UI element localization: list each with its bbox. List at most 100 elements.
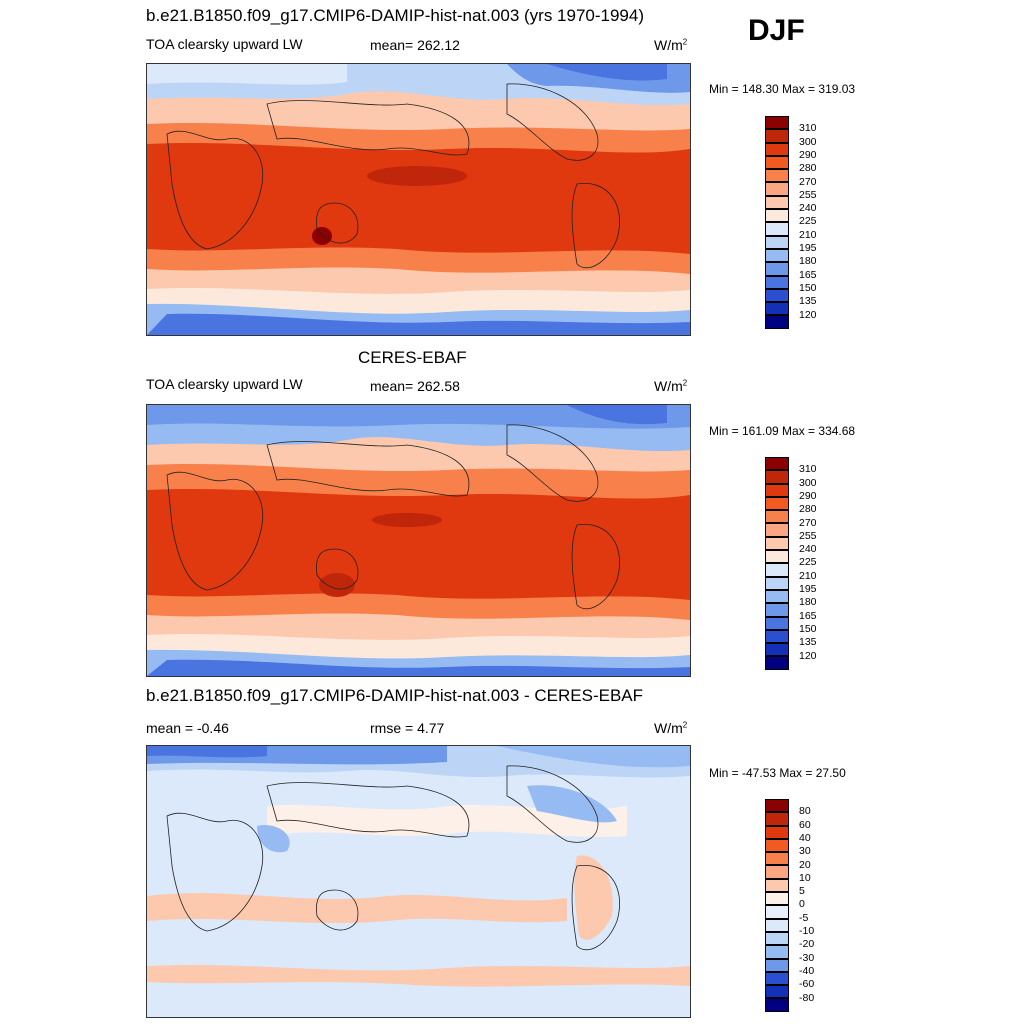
panel2-mean: mean= 262.58 xyxy=(370,378,460,394)
panel1-colorbar-swatch xyxy=(765,275,789,289)
panel3-colorbar-label: 0 xyxy=(799,898,805,911)
panel3-colorbar-label: -60 xyxy=(799,978,815,991)
panel1-colorbar-label: 195 xyxy=(799,242,817,254)
panel1-mean: mean= 262.12 xyxy=(370,37,460,53)
panel1-colorbar-swatch xyxy=(765,222,789,236)
panel3-colorbar-swatch xyxy=(765,998,789,1012)
panel2-variable: TOA clearsky upward LW xyxy=(146,376,303,392)
panel1-map xyxy=(146,63,691,336)
panel1-variable: TOA clearsky upward LW xyxy=(146,36,303,52)
panel3-colorbar-swatch xyxy=(765,852,789,866)
panel2-colorbar-label: 310 xyxy=(799,463,817,476)
colorbar-panel1: 310 300 290 280 270 255 240 225 210 195 180 165 150 1… xyxy=(765,116,817,329)
panel2-colorbar-swatch xyxy=(765,603,789,617)
panel2-colorbar-label: 255 xyxy=(799,529,817,542)
panel2-colorbar-label: 150 xyxy=(799,622,817,635)
panel2-units: W/m2 xyxy=(654,378,688,394)
panel3-colorbar-swatch xyxy=(765,985,789,999)
panel2-title: CERES-EBAF xyxy=(358,348,467,367)
panel2-colorbar-swatch xyxy=(765,496,789,511)
panel3-colorbar-swatch xyxy=(765,838,789,853)
colorbar-boxes: 310 300 290 280 270 255 240 225 210 195 180 165 150 1… xyxy=(765,457,817,670)
panel1-colorbar-label: 300 xyxy=(799,135,817,148)
panel1-colorbar-swatch xyxy=(765,235,789,249)
panel1-colorbar-swatch xyxy=(765,302,789,316)
panel1-colorbar-label: 120 xyxy=(799,308,817,321)
panel3-colorbar-swatch xyxy=(765,799,789,813)
panel2-colorbar-swatch xyxy=(765,457,789,471)
panel1-colorbar-swatch xyxy=(765,248,789,263)
panel3-colorbar-swatch xyxy=(765,958,789,972)
panel2-colorbar-label: 180 xyxy=(799,596,817,609)
panel2-colorbar-swatch xyxy=(765,656,789,670)
panel3-colorbar-swatch xyxy=(765,918,789,932)
panel1-colorbar-label: 240 xyxy=(799,202,817,215)
panel2-colorbar-label: 195 xyxy=(799,583,817,595)
panel3-title: b.e21.B1850.f09_g17.CMIP6-DAMIP-hist-nat… xyxy=(146,686,644,705)
panel2-colorbar-swatch xyxy=(765,470,789,484)
panel1-colorbar-label: 255 xyxy=(799,188,817,201)
panel3-colorbar-swatch xyxy=(765,971,789,986)
panel3-colorbar-swatch xyxy=(765,945,789,959)
panel3-colorbar-swatch xyxy=(765,892,789,906)
season-label: DJF xyxy=(748,14,805,47)
panel1-colorbar-label: 150 xyxy=(799,281,817,294)
panel1-colorbar-swatch xyxy=(765,155,789,170)
panel3-colorbar-label: -30 xyxy=(799,951,815,964)
panel1-colorbar-label: 280 xyxy=(799,162,817,175)
panel1-title: b.e21.B1850.f09_g17.CMIP6-DAMIP-hist-nat… xyxy=(146,6,644,25)
panel1-colorbar-label: 225 xyxy=(799,215,817,228)
panel2-colorbar-label: 120 xyxy=(799,649,817,662)
panel2-colorbar-swatch xyxy=(765,523,789,537)
colorbar-boxes: 80 60 40 30 20 10 5 0 -5 -10 -20 -30 -40 -60 -80 xyxy=(765,799,814,1012)
panel3-colorbar-label: 20 xyxy=(799,858,811,871)
panel2-colorbar-label: 270 xyxy=(799,516,817,529)
panel2-colorbar-label: 300 xyxy=(799,476,817,489)
panel2-colorbar-label: 210 xyxy=(799,569,817,582)
panel1-colorbar-label: 310 xyxy=(799,122,817,135)
panel2-colorbar-swatch xyxy=(765,536,789,551)
panel1-colorbar-swatch xyxy=(765,142,789,156)
panel1-colorbar-label: 135 xyxy=(799,295,817,308)
panel1-colorbar-swatch xyxy=(765,195,789,210)
panel1-colorbar-swatch xyxy=(765,116,789,130)
panel2-colorbar-swatch xyxy=(765,589,789,604)
colorbar-panel2: 310 300 290 280 270 255 240 225 210 195 180 165 150 1… xyxy=(765,457,817,670)
panel1-colorbar-label: 290 xyxy=(799,148,817,161)
panel1-minmax: Min = 148.30 Max = 319.03 xyxy=(709,82,856,96)
panel3-colorbar-label: 30 xyxy=(799,845,811,858)
panel1-colorbar-label: 180 xyxy=(799,255,817,268)
panel3-colorbar-label: -80 xyxy=(799,991,815,1004)
panel3-mean: mean = -0.46 xyxy=(146,720,229,736)
panel2-colorbar-swatch xyxy=(765,550,789,564)
panel1-colorbar-swatch xyxy=(765,209,789,223)
panel2-colorbar-swatch xyxy=(765,483,789,497)
panel3-colorbar-label: 10 xyxy=(799,871,811,884)
panel1-colorbar-swatch xyxy=(765,129,789,143)
panel2-colorbar-label: 135 xyxy=(799,636,817,649)
panel3-colorbar-swatch xyxy=(765,825,789,839)
panel3-colorbar-swatch xyxy=(765,878,789,893)
colorbar-panel3: 80 60 40 30 20 10 5 0 -5 -10 -20 -30 -40 -60 -80 xyxy=(765,799,814,1012)
panel2-colorbar-label: 225 xyxy=(799,556,817,569)
panel3-colorbar-label: 60 xyxy=(799,818,811,831)
panel2-colorbar-label: 280 xyxy=(799,503,817,516)
panel2-colorbar-swatch xyxy=(765,643,789,657)
panel1-units: W/m2 xyxy=(654,37,688,53)
panel2-colorbar-label: 290 xyxy=(799,489,817,502)
panel3-colorbar-label: 80 xyxy=(799,805,811,818)
panel2-colorbar-label: 165 xyxy=(799,609,817,622)
panel3-rmse: rmse = 4.77 xyxy=(370,720,445,736)
panel3-map xyxy=(146,745,691,1018)
panel3-colorbar-swatch xyxy=(765,905,789,919)
panel2-colorbar-swatch xyxy=(765,510,789,524)
panel3-units: W/m2 xyxy=(654,720,688,736)
panel3-colorbar-label: 40 xyxy=(799,831,811,844)
panel2-colorbar-label: 240 xyxy=(799,543,817,556)
panel1-colorbar-swatch xyxy=(765,315,789,329)
panel3-colorbar-label: -20 xyxy=(799,938,815,951)
panel2-colorbar-swatch xyxy=(765,629,789,644)
panel3-colorbar-swatch xyxy=(765,865,789,879)
colorbar-boxes: 310 300 290 280 270 255 240 225 210 195 180 165 150 1… xyxy=(765,116,817,329)
panel3-colorbar-label: -10 xyxy=(799,925,815,937)
